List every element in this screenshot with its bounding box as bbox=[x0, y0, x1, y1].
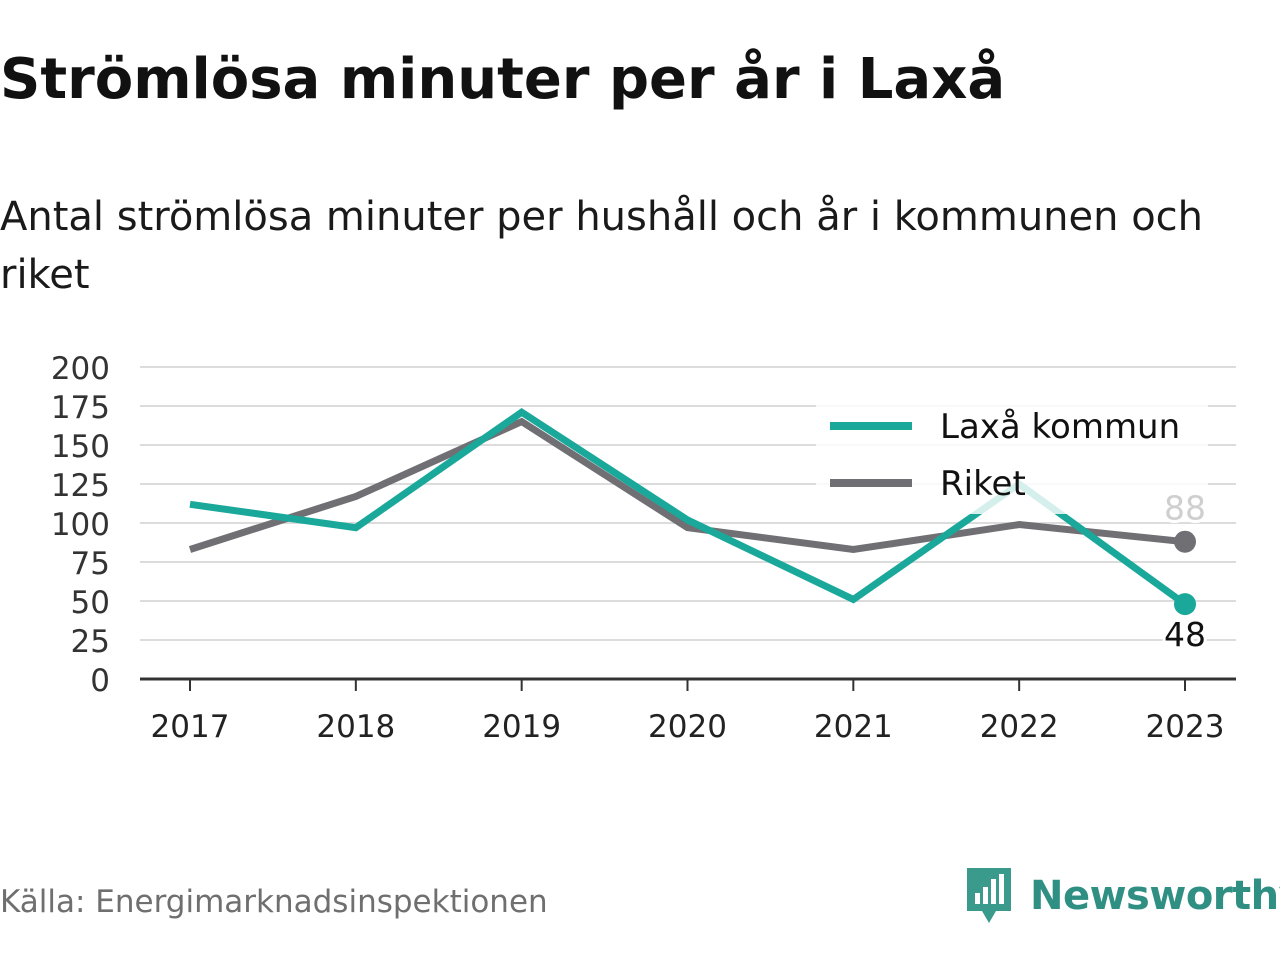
source-note: Källa: Energimarknadsinspektionen bbox=[0, 884, 548, 920]
chart-title: Strömlösa minuter per år i Laxå bbox=[0, 47, 1006, 112]
end-labels: 48 88 bbox=[1161, 486, 1209, 657]
y-tick-label: 75 bbox=[71, 546, 110, 582]
y-tick-label: 100 bbox=[51, 507, 110, 543]
y-tick-label: 200 bbox=[51, 351, 110, 387]
x-tick-label: 2018 bbox=[316, 709, 395, 745]
end-value-label: 48 bbox=[1164, 615, 1206, 654]
y-tick-label: 50 bbox=[71, 585, 110, 621]
x-tick-label: 2022 bbox=[980, 709, 1059, 745]
x-tick-label: 2021 bbox=[814, 709, 893, 745]
x-tick-label: 2019 bbox=[482, 709, 561, 745]
y-tick-label: 0 bbox=[90, 663, 110, 699]
end-value-label: 88 bbox=[1164, 489, 1206, 528]
legend-label: Riket bbox=[940, 464, 1026, 504]
legend: Laxå kommun Riket bbox=[816, 404, 1208, 514]
y-tick-label: 175 bbox=[51, 390, 110, 426]
x-axis: 2017 2018 2019 2020 2021 2022 2023 bbox=[140, 677, 1236, 745]
x-tick-label: 2020 bbox=[648, 709, 727, 745]
newsworthy-logo-icon bbox=[967, 868, 1011, 923]
y-tick-label: 150 bbox=[51, 429, 110, 465]
end-point-marker bbox=[1174, 593, 1196, 616]
y-tick-label: 125 bbox=[51, 468, 110, 504]
brand-name: Newsworthy bbox=[1030, 873, 1280, 919]
chart-subtitle: Antal strömlösa minuter per hushåll och … bbox=[0, 194, 1204, 298]
x-tick-label: 2017 bbox=[151, 709, 230, 745]
brand-logo: Newsworthy bbox=[964, 864, 1280, 928]
legend-label: Laxå kommun bbox=[940, 407, 1180, 447]
y-tick-label: 25 bbox=[71, 624, 110, 660]
x-tick-label: 2023 bbox=[1146, 709, 1225, 745]
series-line-riket bbox=[188, 417, 1186, 554]
end-point-marker bbox=[1174, 530, 1196, 553]
